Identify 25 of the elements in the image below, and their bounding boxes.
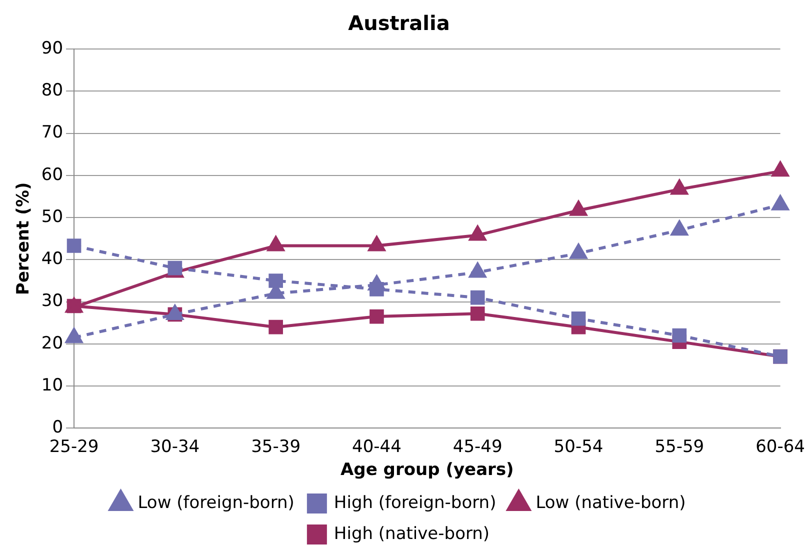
x-tick-label: 55-59: [654, 436, 704, 457]
y-tick-label: 30: [41, 291, 64, 312]
legend-label: Low (foreign-born): [138, 492, 294, 513]
x-tick-label: 40-44: [352, 436, 402, 457]
x-tick-label: 35-39: [251, 436, 301, 457]
y-tick-label: 80: [41, 80, 64, 101]
x-tick-label: 45-49: [452, 436, 502, 457]
y-tick-label: 90: [41, 38, 64, 58]
chart-title: Australia: [348, 11, 450, 36]
y-tick-label: 10: [41, 375, 64, 396]
x-tick-label: 25-29: [49, 436, 99, 457]
x-tick-label: 50-54: [554, 436, 604, 457]
y-axis-title: Percent (%): [14, 182, 34, 295]
x-tick-label: 60-64: [756, 436, 806, 457]
legend-label: High (foreign-born): [334, 492, 496, 513]
y-tick-label: 60: [41, 164, 64, 185]
y-tick-label: 50: [41, 206, 64, 227]
y-tick-label: 40: [41, 249, 64, 270]
x-tick-label: 30-34: [150, 436, 200, 457]
y-tick-label: 0: [52, 418, 64, 438]
x-axis-title: Age group (years): [340, 460, 514, 480]
y-tick-label: 20: [41, 333, 64, 354]
legend-label: High (native-born): [334, 524, 490, 544]
legend-label: Low (native-born): [536, 492, 686, 513]
y-tick-label: 70: [41, 122, 64, 143]
